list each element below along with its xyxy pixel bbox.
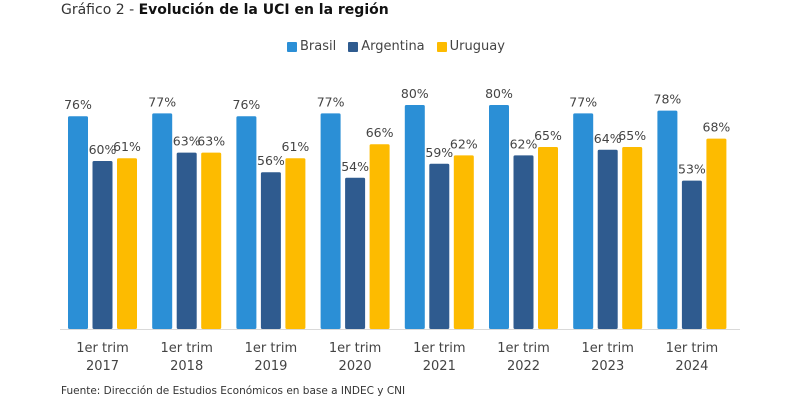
bar-uruguay-2024 [706, 138, 727, 329]
bar-brasil-2020 [320, 113, 341, 330]
bar-brasil-2023 [573, 113, 594, 330]
x-tick-label: 1er trim [245, 341, 297, 356]
x-tick-label: 1er trim [497, 341, 549, 356]
x-tick-label: 1er trim [160, 341, 212, 356]
bar-argentina-2022 [513, 155, 534, 329]
data-label: 60% [89, 142, 117, 157]
data-label: 54% [341, 159, 369, 174]
data-label: 65% [534, 128, 562, 143]
data-label: 53% [678, 162, 706, 177]
source-note: Fuente: Dirección de Estudios Económicos… [61, 385, 406, 397]
bar-brasil-2019 [236, 116, 257, 329]
title-text: Evolución de la UCI en la región [138, 2, 389, 18]
data-label: 76% [64, 97, 92, 112]
legend-item-uruguay: Uruguay [436, 39, 505, 54]
x-tick-label: 2019 [254, 359, 287, 374]
data-label: 66% [366, 125, 394, 140]
data-label: 59% [425, 145, 453, 160]
bar-argentina-2021 [429, 163, 450, 329]
data-label: 80% [401, 86, 429, 101]
bar-uruguay-2017 [117, 158, 137, 329]
x-tick-label: 1er trim [76, 341, 128, 356]
bar-uruguay-2019 [285, 158, 306, 329]
data-label: 68% [703, 120, 731, 135]
data-label: 76% [233, 97, 261, 112]
data-label: 62% [450, 136, 478, 151]
data-label: 77% [148, 94, 176, 109]
x-tick-label: 2023 [591, 359, 624, 374]
bar-uruguay-2021 [453, 155, 474, 329]
bar-brasil-2018 [152, 113, 173, 330]
bar-uruguay-2020 [369, 144, 390, 329]
x-tick-label: 1er trim [581, 341, 633, 356]
data-label: 63% [173, 134, 201, 149]
x-tick-label: 2018 [170, 359, 203, 374]
data-label: 77% [317, 94, 345, 109]
legend-swatch [436, 41, 447, 52]
legend-item-brasil: Brasil [287, 39, 336, 54]
legend-swatch [287, 41, 297, 52]
bar-brasil-2024 [657, 110, 678, 329]
bar-brasil-2021 [404, 105, 425, 329]
x-tick-label: 1er trim [666, 341, 718, 356]
bar-uruguay-2018 [201, 152, 222, 329]
data-label: 62% [510, 136, 538, 151]
legend-label: Uruguay [449, 39, 505, 54]
bar-argentina-2023 [597, 149, 618, 329]
data-label: 56% [257, 153, 285, 168]
legend-swatch [348, 41, 359, 52]
data-label: 63% [197, 134, 225, 149]
legend-item-argentina: Argentina [348, 39, 425, 54]
data-label: 78% [654, 92, 682, 107]
data-label: 61% [282, 139, 310, 154]
title-prefix: Gráfico 2 - [61, 2, 139, 18]
x-tick-label: 2021 [423, 359, 456, 374]
bar-uruguay-2023 [622, 147, 643, 329]
bar-brasil-2022 [489, 105, 509, 329]
bar-argentina-2019 [260, 172, 281, 329]
legend: Brasil Argentina Uruguay [287, 39, 505, 54]
bar-argentina-2017 [92, 161, 113, 329]
x-tick-label: 2024 [675, 359, 708, 374]
bar-argentina-2018 [176, 152, 197, 329]
data-label: 64% [594, 131, 622, 146]
bar-uruguay-2022 [538, 147, 558, 329]
x-tick-label: 2017 [86, 359, 119, 374]
data-label: 61% [113, 139, 141, 154]
legend-label: Argentina [361, 39, 425, 54]
data-label: 77% [569, 94, 597, 109]
data-label: 80% [485, 86, 513, 101]
x-tick-label: 1er trim [329, 341, 381, 356]
bar-argentina-2020 [345, 177, 366, 329]
data-label: 65% [618, 128, 646, 143]
legend-label: Brasil [300, 39, 337, 54]
x-tick-label: 2022 [507, 359, 540, 374]
bar-brasil-2017 [68, 116, 88, 329]
x-tick-label: 2020 [339, 359, 372, 374]
chart-title: Gráfico 2 - Evolución de la UCI en la re… [61, 2, 389, 18]
bar-argentina-2024 [681, 180, 702, 329]
x-tick-label: 1er trim [413, 341, 465, 356]
